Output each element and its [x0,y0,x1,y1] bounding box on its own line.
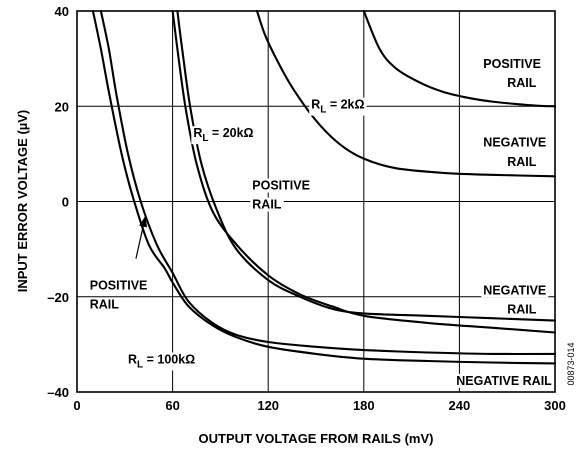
y-tick-label: 40 [55,4,69,19]
load-resistance-symbol: R [311,98,320,112]
plot-frame [76,10,556,393]
series-line-4 [176,9,557,322]
rail-annotation-group: RAIL [505,302,539,317]
load-resistance-value: = 100kΩ [143,352,195,366]
rail-annotation: POSITIVE [483,57,541,71]
rail-annotation: NEGATIVE [483,136,546,150]
series-line-2 [255,9,557,178]
x-tick-label: 0 [73,398,80,413]
rail-annotation: RAIL [90,298,120,312]
rail-annotation: RAIL [507,76,537,90]
load-resistance-label-group: RL = 2kΩ [309,97,367,116]
x-tick-label: 60 [165,398,179,413]
rail-annotation-group: NEGATIVE RAIL [454,373,555,388]
tick-labels: 0 60 120 180 240 300 40 20 0 –20 –40 [47,4,566,413]
annotations: POSITIVE RAIL NEGATIVE RAIL POSITIVE RAIL POSI… [87,57,555,388]
rail-annotation-group: RAIL [505,76,539,91]
y-tick-label: –20 [47,290,69,305]
rail-annotation-background [250,178,312,193]
load-resistance-value: = 2kΩ [326,98,364,112]
rail-annotation-background [505,76,539,91]
rail-annotation-background [250,197,284,212]
load-resistance-value: = 20kΩ [208,126,253,140]
rail-annotation-background [481,283,549,298]
rail-annotation: POSITIVE [90,279,148,293]
series-line-5 [91,9,557,365]
rail-annotation: NEGATIVE [483,283,546,297]
rail-annotation-group: RAIL [250,197,284,212]
y-tick-label: –40 [47,385,69,400]
load-resistance-label-group: RL = 20kΩ [191,126,256,145]
rail-annotation: NEGATIVE RAIL [456,374,552,388]
y-axis-title: INPUT ERROR VOLTAGE (µV) [15,110,30,293]
load-resistance-label-background [309,97,367,116]
rail-annotation-group: RAIL [87,297,122,312]
load-resistance-label-background [125,352,198,371]
rail-annotation: RAIL [507,302,537,316]
rail-annotation-group: POSITIVE [250,178,312,193]
load-resistance-subscript: L [137,359,143,370]
rail-annotation-group: NEGATIVE [481,283,549,298]
rail-annotation-background [87,278,150,293]
load-resistance-label-background [191,126,256,145]
rail-annotation-background [505,154,539,169]
data-series [91,9,557,365]
rail-annotation-background [454,373,555,388]
x-tick-label: 240 [449,398,471,413]
load-resistance-symbol: R [128,352,137,366]
x-tick-label: 120 [257,398,279,413]
rail-annotation-group: RAIL [505,154,539,169]
load-resistance-subscript: L [320,105,326,116]
series-line-1 [362,9,557,108]
rail-annotation: POSITIVE [252,179,310,193]
x-axis-title: OUTPUT VOLTAGE FROM RAILS (mV) [199,431,434,446]
rail-annotation-group: NEGATIVE [481,135,549,150]
y-tick-label: 0 [62,195,69,210]
series-line-3 [171,9,557,334]
rail-annotation-background [481,57,543,72]
rail-annotation: RAIL [507,155,537,169]
load-resistance-label: RL = 100kΩ [128,352,195,370]
pointer-arrow-head [139,215,148,228]
load-resistance-label: RL = 2kΩ [311,98,364,116]
load-resistance-symbol: R [193,126,202,140]
load-resistance-label: RL = 20kΩ [193,126,253,144]
x-tick-label: 300 [544,398,566,413]
load-resistance-label-group: RL = 100kΩ [125,352,198,371]
load-resistance-subscript: L [202,133,208,144]
rail-annotation-background [87,297,122,312]
rail-annotation-background [505,302,539,317]
rail-annotation-group: POSITIVE [87,278,150,293]
figure-id: 00873-014 [566,342,576,385]
rail-annotation-background [481,135,549,150]
y-tick-label: 20 [55,99,69,114]
series-line-6 [99,9,557,356]
x-tick-label: 180 [353,398,375,413]
rail-annotation: RAIL [252,198,282,212]
rail-annotation-group: POSITIVE [481,57,543,72]
